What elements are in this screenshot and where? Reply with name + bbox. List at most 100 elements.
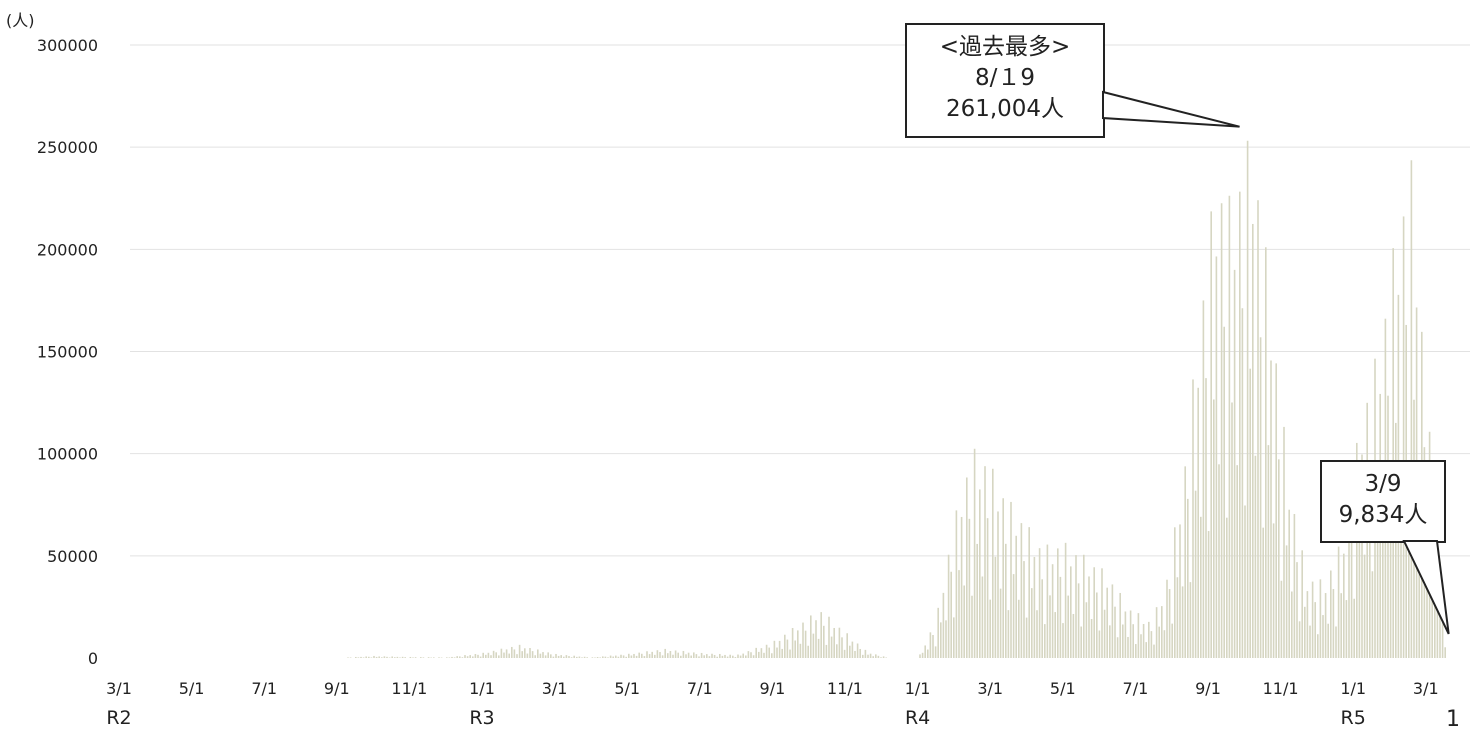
data-bar bbox=[661, 655, 664, 658]
data-bar bbox=[1376, 487, 1379, 658]
data-bar bbox=[550, 654, 552, 658]
data-bar bbox=[1132, 624, 1134, 658]
data-bar bbox=[1350, 532, 1353, 658]
data-bar bbox=[872, 656, 874, 658]
data-bar bbox=[1252, 223, 1254, 658]
data-bar bbox=[1101, 568, 1103, 658]
data-bar bbox=[487, 652, 490, 658]
data-bar bbox=[461, 657, 464, 658]
data-bar bbox=[1254, 455, 1257, 658]
data-bar bbox=[674, 650, 677, 658]
data-bar bbox=[971, 595, 973, 658]
data-bar bbox=[1226, 517, 1228, 658]
data-bar bbox=[986, 518, 989, 658]
data-bar bbox=[1080, 626, 1082, 658]
data-bar bbox=[1187, 498, 1189, 658]
x-tick-label: 5/1 bbox=[614, 679, 640, 698]
data-bar bbox=[659, 651, 661, 658]
data-bar bbox=[1012, 574, 1015, 658]
callout-text: 3/9 bbox=[1364, 471, 1401, 497]
era-label: R2 bbox=[106, 707, 131, 729]
x-tick-label: 9/1 bbox=[760, 679, 786, 698]
data-bar bbox=[539, 653, 542, 658]
data-bar bbox=[646, 651, 648, 658]
data-bar bbox=[745, 655, 747, 658]
callout-box bbox=[905, 23, 1105, 138]
data-bar bbox=[355, 656, 357, 658]
data-bar bbox=[771, 653, 773, 658]
data-bar bbox=[1322, 615, 1324, 658]
data-bar bbox=[1020, 523, 1023, 658]
data-bar bbox=[830, 636, 833, 658]
data-bar bbox=[953, 617, 955, 658]
data-bar bbox=[742, 653, 744, 658]
data-bar bbox=[1278, 459, 1280, 658]
data-bar bbox=[433, 657, 435, 658]
data-bar bbox=[576, 656, 578, 658]
data-bar bbox=[1106, 587, 1108, 658]
data-bar bbox=[420, 657, 422, 658]
data-bar bbox=[1046, 544, 1049, 658]
data-bar bbox=[864, 649, 867, 658]
data-bar bbox=[1181, 586, 1184, 658]
data-bar bbox=[466, 656, 469, 658]
data-bar bbox=[1194, 490, 1197, 658]
data-bar bbox=[1431, 552, 1433, 658]
data-bar bbox=[721, 655, 724, 658]
data-bar bbox=[929, 632, 932, 658]
data-bar bbox=[1304, 606, 1306, 658]
x-tick-label: 7/1 bbox=[687, 679, 713, 698]
data-bar bbox=[1179, 524, 1181, 658]
data-bar bbox=[1285, 545, 1288, 658]
data-bar bbox=[945, 620, 947, 658]
data-bar bbox=[469, 655, 471, 658]
data-bar bbox=[604, 656, 607, 658]
data-bar bbox=[1426, 579, 1428, 658]
data-bar bbox=[802, 622, 804, 658]
x-tick-label: 1/1 bbox=[905, 679, 931, 698]
data-bar bbox=[555, 653, 557, 658]
y-tick-label: 200000 bbox=[37, 240, 98, 259]
data-bar bbox=[479, 656, 482, 658]
data-bar bbox=[734, 657, 737, 658]
data-bar bbox=[1054, 612, 1056, 658]
data-bar bbox=[1317, 634, 1319, 658]
data-bar bbox=[700, 652, 703, 658]
data-bar bbox=[529, 648, 531, 658]
data-bar bbox=[1244, 505, 1246, 658]
data-bar bbox=[1155, 607, 1158, 658]
x-tick-label: 3/1 bbox=[542, 679, 568, 698]
data-bar bbox=[927, 649, 929, 658]
data-bar bbox=[643, 656, 646, 658]
x-tick-label: 11/1 bbox=[1263, 679, 1299, 698]
data-bar bbox=[654, 654, 656, 658]
data-bar bbox=[368, 656, 370, 658]
data-bar bbox=[1116, 637, 1119, 658]
data-bar bbox=[641, 653, 643, 658]
data-bar bbox=[1402, 216, 1405, 658]
data-bar bbox=[1145, 642, 1147, 658]
data-bar bbox=[1441, 602, 1444, 658]
data-bar bbox=[459, 656, 461, 658]
data-bar bbox=[1103, 609, 1106, 658]
data-bar bbox=[711, 653, 713, 658]
data-bar bbox=[677, 652, 679, 658]
data-bar bbox=[817, 638, 820, 658]
data-bar bbox=[1038, 548, 1041, 658]
data-bar bbox=[526, 653, 529, 658]
data-bar bbox=[955, 510, 958, 658]
data-bar bbox=[997, 511, 999, 658]
data-bar bbox=[999, 588, 1002, 658]
data-bar bbox=[1015, 535, 1017, 658]
data-bar bbox=[1275, 363, 1277, 658]
data-bar bbox=[1353, 598, 1355, 658]
data-bar bbox=[563, 656, 565, 658]
data-bar bbox=[638, 652, 640, 658]
data-bar bbox=[687, 652, 690, 658]
data-bar bbox=[828, 616, 830, 658]
y-tick-label: 150000 bbox=[37, 343, 98, 362]
data-bar bbox=[474, 654, 477, 658]
data-bar bbox=[1114, 606, 1116, 658]
data-bar bbox=[573, 655, 575, 658]
data-bar bbox=[1408, 511, 1410, 658]
